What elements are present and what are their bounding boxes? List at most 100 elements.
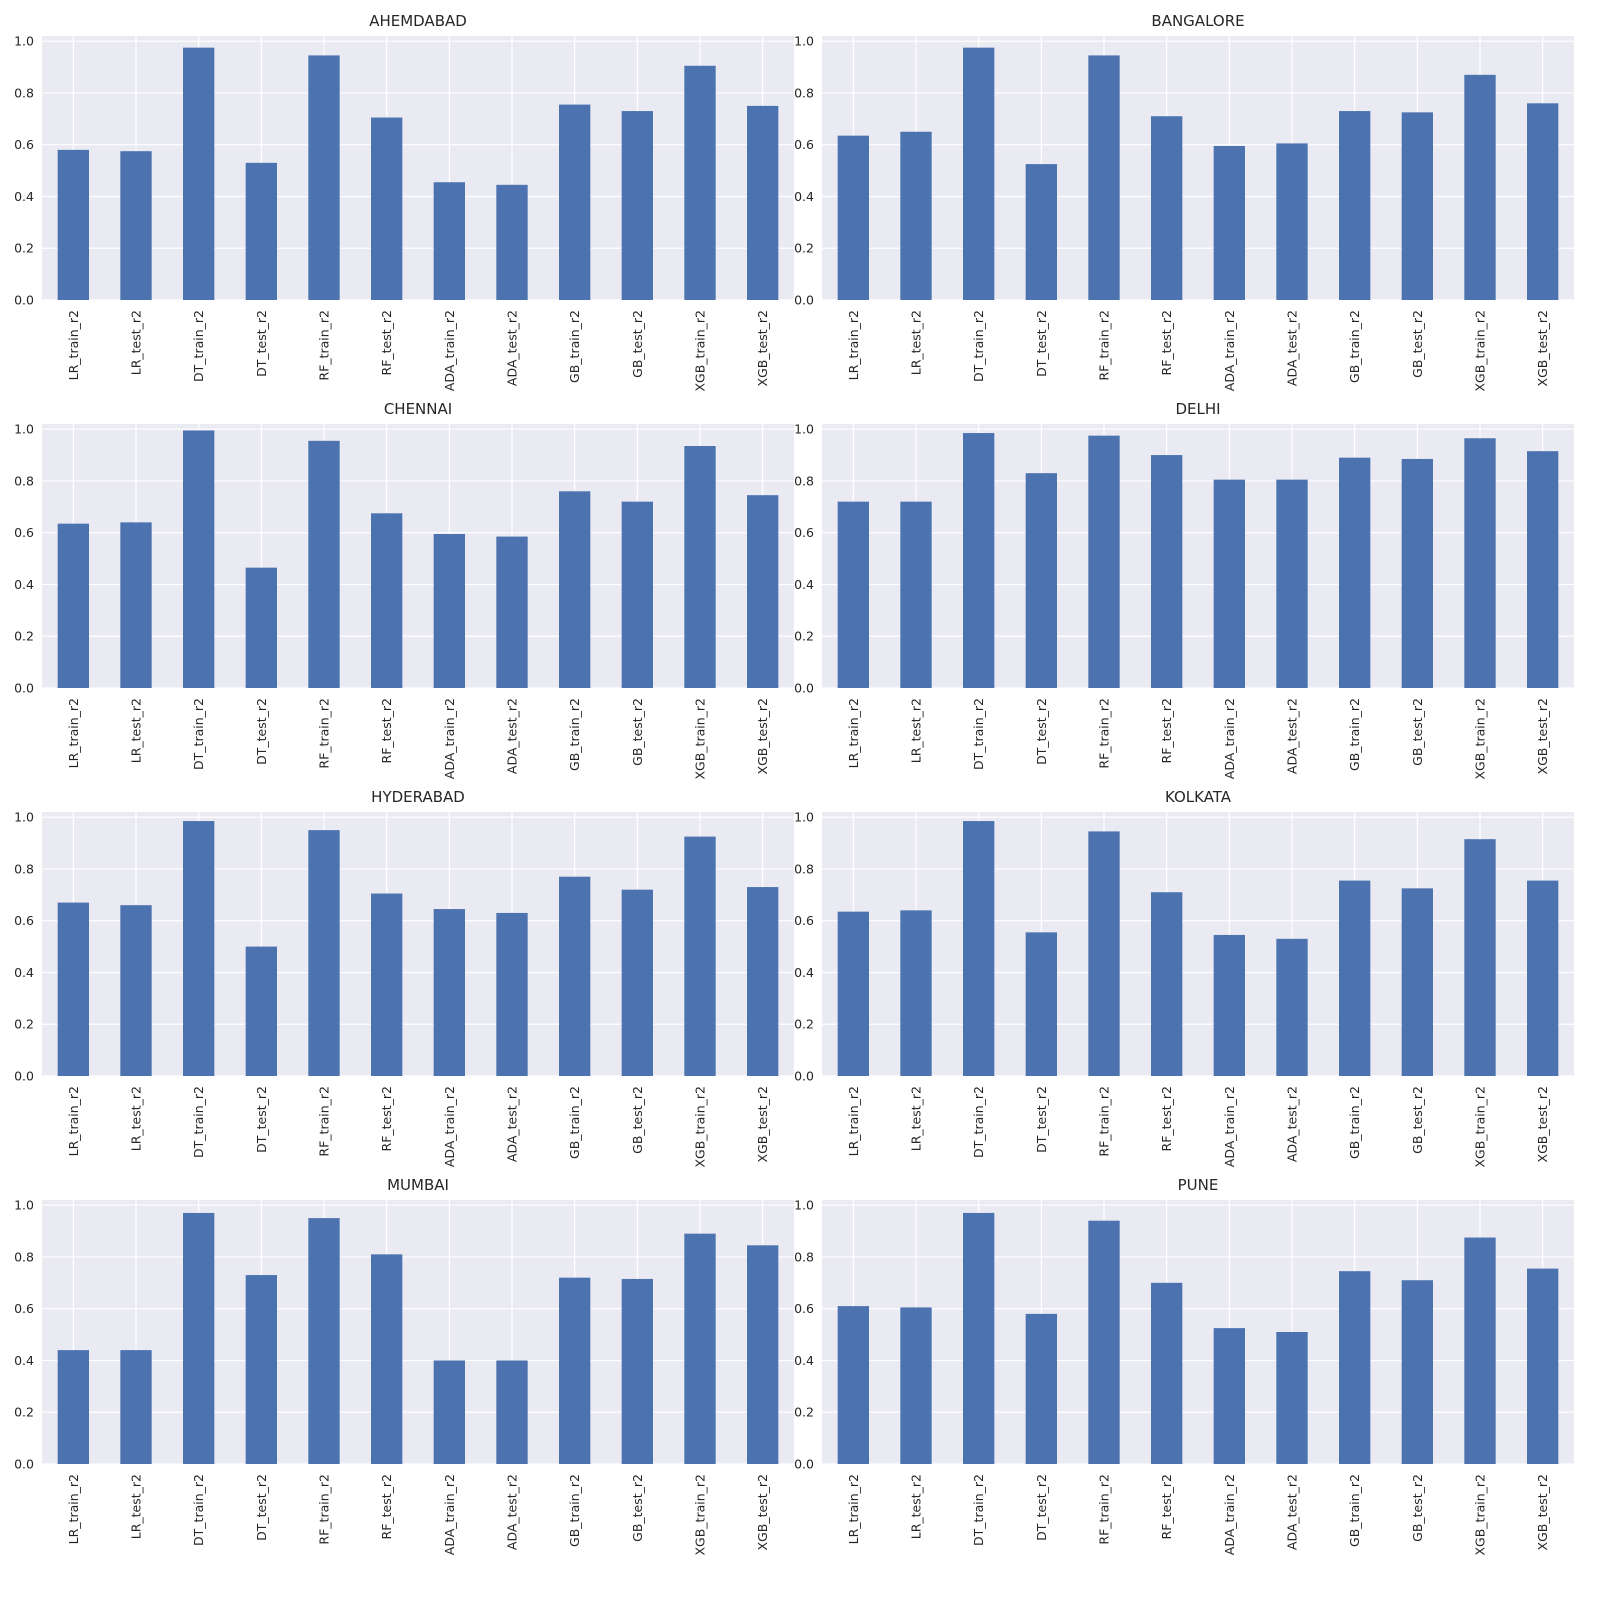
bar-gb-train-r2: [559, 104, 591, 301]
x-tick-label: ADA_train_r2: [1222, 698, 1237, 779]
y-tick-label: 0.6: [14, 1301, 34, 1316]
y-tick-label: 0.8: [14, 85, 34, 100]
x-tick-label: GB_train_r2: [1347, 310, 1362, 383]
bar-rf-train-r2: [308, 440, 340, 688]
y-tick-label: 0.6: [794, 525, 814, 540]
x-tick-label: LR_test_r2: [129, 1474, 144, 1539]
bar-dt-test-r2: [1025, 473, 1057, 688]
x-tick-label: GB_train_r2: [1347, 1474, 1362, 1547]
y-tick-label: 1.0: [794, 1198, 814, 1213]
x-tick-label: ADA_train_r2: [442, 310, 457, 391]
x-tick-label: DT_train_r2: [971, 310, 986, 382]
y-tick-label: 0.2: [14, 1017, 34, 1032]
x-tick-label: RF_test_r2: [379, 1474, 394, 1539]
x-tick-label: DT_test_r2: [1034, 310, 1049, 377]
bar-xgb-train-r2: [684, 1233, 716, 1464]
x-tick-label: DT_train_r2: [971, 1086, 986, 1158]
bar-rf-train-r2: [308, 1218, 340, 1464]
x-tick-label: RF_test_r2: [379, 698, 394, 763]
bar-lr-train-r2: [57, 1350, 89, 1464]
chart-title: PUNE: [1178, 1176, 1219, 1194]
bar-ada-test-r2: [496, 536, 528, 688]
x-tick-label: RF_test_r2: [1159, 698, 1174, 763]
x-tick-label: XGB_test_r2: [1535, 698, 1550, 774]
subplot-hyderabad: 0.0 0.2 0.4 0.6 0.8 1.0 LR_train_r2 LR_test_r2 D…: [14, 788, 794, 1168]
x-tick-label: GB_train_r2: [567, 698, 582, 771]
bar-dt-test-r2: [1025, 1313, 1057, 1464]
bar-dt-test-r2: [1025, 164, 1057, 300]
y-tick-label: 0.4: [794, 189, 814, 204]
axes-background: [822, 424, 1574, 688]
bar-ada-train-r2: [1213, 934, 1245, 1076]
bar-dt-train-r2: [963, 821, 995, 1076]
bar-gb-train-r2: [559, 491, 591, 688]
y-tick-label: 0.6: [14, 525, 34, 540]
bar-rf-train-r2: [1088, 435, 1120, 688]
bar-lr-test-r2: [900, 910, 932, 1076]
x-tick-label: XGB_train_r2: [693, 1086, 708, 1168]
axes-background: [42, 424, 794, 688]
x-tick-label: DT_test_r2: [254, 310, 269, 377]
x-tick-label: ADA_test_r2: [505, 698, 520, 774]
y-tick-label: 1.0: [14, 810, 34, 825]
y-tick-label: 0.4: [794, 965, 814, 980]
bar-lr-test-r2: [900, 131, 932, 300]
bar-ada-train-r2: [1213, 479, 1245, 688]
y-tick-label: 0.2: [14, 629, 34, 644]
x-tick-label: XGB_train_r2: [1473, 698, 1488, 780]
x-tick-label: RF_test_r2: [379, 310, 394, 375]
bar-gb-train-r2: [1339, 1271, 1371, 1464]
y-tick-label: 1.0: [14, 422, 34, 437]
bar-gb-train-r2: [559, 1277, 591, 1464]
bar-xgb-train-r2: [1464, 839, 1496, 1076]
subplot-pune: 0.0 0.2 0.4 0.6 0.8 1.0 LR_train_r2 LR_test_r2 D…: [794, 1176, 1574, 1556]
y-tick-label: 0.8: [14, 861, 34, 876]
x-tick-label: LR_train_r2: [66, 310, 81, 380]
bar-ada-test-r2: [496, 1360, 528, 1464]
y-tick-label: 0.4: [14, 189, 34, 204]
y-tick-label: 0.4: [14, 577, 34, 592]
x-tick-label: GB_test_r2: [1410, 1474, 1425, 1542]
bar-rf-test-r2: [371, 1254, 403, 1464]
x-tick-label: DT_test_r2: [1034, 1086, 1049, 1153]
axes-background: [42, 812, 794, 1076]
x-tick-label: XGB_test_r2: [755, 698, 770, 774]
bar-xgb-test-r2: [1527, 1268, 1559, 1464]
bar-dt-train-r2: [963, 1212, 995, 1464]
x-tick-label: GB_test_r2: [1410, 698, 1425, 766]
x-tick-label: DT_test_r2: [254, 1474, 269, 1541]
bar-rf-train-r2: [308, 830, 340, 1076]
bar-lr-train-r2: [57, 523, 89, 688]
bar-lr-train-r2: [837, 911, 869, 1076]
bar-lr-train-r2: [57, 902, 89, 1076]
y-tick-label: 0.0: [14, 681, 34, 696]
x-tick-label: GB_train_r2: [567, 1086, 582, 1159]
bar-lr-test-r2: [900, 501, 932, 688]
bar-ada-train-r2: [433, 909, 465, 1076]
bar-gb-test-r2: [621, 111, 653, 300]
subplot-chennai: 0.0 0.2 0.4 0.6 0.8 1.0 LR_train_r2 LR_test_r2 D…: [14, 400, 794, 780]
y-tick-label: 0.0: [794, 681, 814, 696]
bar-xgb-train-r2: [684, 65, 716, 300]
x-tick-label: ADA_test_r2: [1285, 310, 1300, 386]
x-tick-label: XGB_test_r2: [1535, 1086, 1550, 1162]
x-tick-label: XGB_test_r2: [755, 310, 770, 386]
x-tick-label: DT_train_r2: [971, 1474, 986, 1546]
x-tick-label: ADA_train_r2: [442, 1474, 457, 1555]
x-tick-label: DT_train_r2: [191, 1474, 206, 1546]
x-tick-label: XGB_train_r2: [1473, 310, 1488, 392]
bar-lr-test-r2: [120, 151, 152, 300]
bar-gb-test-r2: [621, 889, 653, 1076]
bar-rf-test-r2: [1151, 1282, 1183, 1464]
x-tick-label: GB_test_r2: [1410, 310, 1425, 378]
bar-lr-train-r2: [837, 1306, 869, 1464]
x-tick-label: GB_train_r2: [567, 1474, 582, 1547]
bar-dt-test-r2: [245, 1275, 277, 1464]
chart-title: BANGALORE: [1151, 12, 1244, 30]
bar-xgb-test-r2: [1527, 451, 1559, 688]
chart-title: MUMBAI: [387, 1176, 449, 1194]
bar-gb-train-r2: [559, 876, 591, 1076]
x-tick-label: GB_train_r2: [1347, 1086, 1362, 1159]
chart-title: DELHI: [1175, 400, 1220, 418]
